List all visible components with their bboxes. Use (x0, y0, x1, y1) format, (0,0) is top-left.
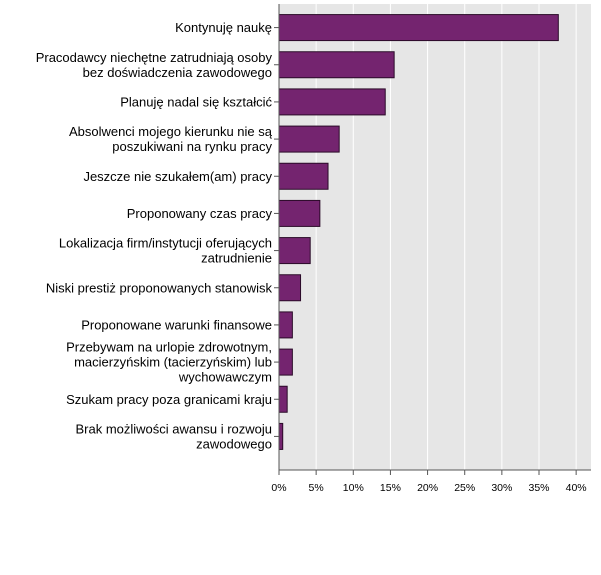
bar (278, 51, 395, 79)
x-tick-label: 10% (343, 482, 364, 494)
bar (278, 162, 329, 190)
category-label: Proponowane warunki finansowe (81, 317, 272, 332)
bar (278, 274, 302, 302)
bar (278, 88, 386, 116)
category-label: Planuję nadal się kształcić (120, 94, 272, 109)
category-labels: Kontynuję naukę Pracodawcy niechętne zatr… (36, 20, 279, 451)
x-axis-ticks: 0% 5% 10% 15% 20% 25% 30% 35% 40% (271, 470, 587, 494)
x-tick-label: 35% (528, 482, 549, 494)
x-tick-label: 30% (491, 482, 512, 494)
category-label: Absolwenci mojego kierunku nie są poszuki… (69, 124, 273, 154)
x-tick-label: 0% (271, 482, 286, 494)
bar (278, 422, 284, 450)
category-label: Kontynuję naukę (175, 20, 272, 35)
bar (278, 311, 293, 339)
category-label: Szukam pracy poza granicami kraju (66, 392, 272, 407)
x-tick-label: 25% (454, 482, 475, 494)
bar (278, 199, 321, 227)
x-tick-label: 20% (417, 482, 438, 494)
bar (278, 237, 311, 265)
bar (278, 385, 288, 413)
category-label: Proponowany czas pracy (127, 206, 273, 221)
bar (278, 14, 559, 42)
category-label: Jeszcze nie szukałem(am) pracy (83, 169, 272, 184)
bar (278, 125, 340, 153)
category-label: Pracodawcy niechętne zatrudniają osoby be… (36, 50, 273, 80)
category-label: Niski prestiż proponowanych stanowisk (46, 280, 273, 295)
category-label: Brak możliwości awansu i rozwoju zawodowe… (75, 421, 272, 451)
bar (278, 348, 293, 376)
category-label: Przebywam na urlopie zdrowotnym, macierzy… (66, 340, 272, 385)
x-tick-label: 15% (380, 482, 401, 494)
gridlines (315, 4, 577, 470)
x-tick-label: 40% (566, 482, 587, 494)
x-tick-label: 5% (309, 482, 324, 494)
category-label: Lokalizacja firm/instytucji oferujących z… (59, 236, 272, 266)
